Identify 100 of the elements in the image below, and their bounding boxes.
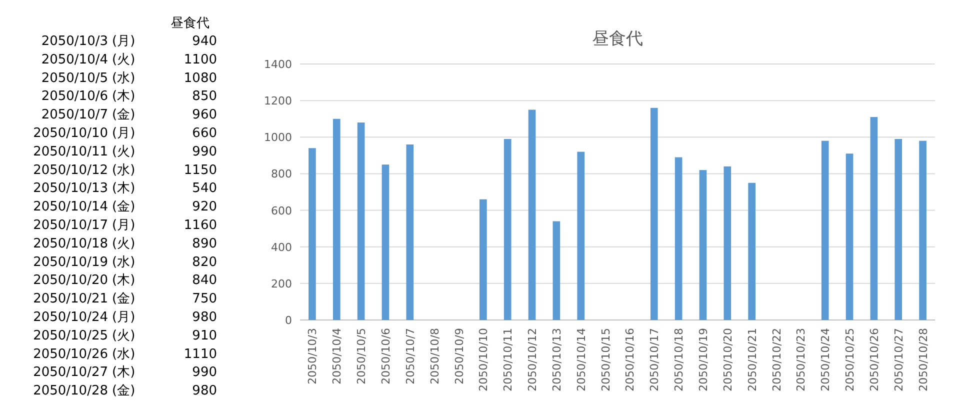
text: (火) <box>112 236 136 252</box>
x-tick-label: 2050/10/24 <box>819 328 832 392</box>
bar <box>357 122 365 320</box>
bar <box>870 117 878 320</box>
x-tick-label: 2050/10/11 <box>502 328 515 392</box>
text: (金) <box>112 108 136 123</box>
bar <box>552 221 560 320</box>
y-tick-label: 1200 <box>264 94 292 108</box>
bar <box>382 164 390 320</box>
y-tick-label: 400 <box>271 240 292 254</box>
bar <box>674 157 682 320</box>
x-tick-label: 2050/10/17 <box>648 328 662 392</box>
x-tick-label: 2050/10/14 <box>574 328 588 392</box>
text: (月) <box>112 310 136 325</box>
data-label: 1110 <box>184 346 217 362</box>
category-label: 2050/10/6 <box>41 89 108 104</box>
x-tick-label: 2050/10/27 <box>892 328 906 392</box>
x-tick-label: 2050/10/21 <box>746 328 759 392</box>
data-label: 1150 <box>184 162 217 178</box>
text: 昼食代 <box>170 16 210 31</box>
x-tick-label: 2050/10/5 <box>355 328 368 384</box>
bar <box>846 154 854 320</box>
data-label: 940 <box>192 34 217 49</box>
data-label: 1080 <box>184 70 217 86</box>
y-tick-label: 1400 <box>264 58 292 71</box>
x-tick-label: 2050/10/7 <box>404 328 417 384</box>
text: (木) <box>112 365 136 380</box>
category-label: 2050/10/5 <box>41 70 108 86</box>
text: (金) <box>112 200 136 215</box>
x-tick-label: 2050/10/4 <box>330 328 344 384</box>
y-tick-label: 600 <box>271 204 292 218</box>
y-tick-label: 1000 <box>264 131 292 144</box>
text: (金) <box>112 384 136 399</box>
text: (火) <box>112 328 136 344</box>
text: (水) <box>112 254 136 270</box>
text: (金) <box>112 292 136 307</box>
data-label: 980 <box>192 384 217 399</box>
data-label: 1100 <box>184 52 217 68</box>
bar <box>577 152 585 320</box>
category-label: 2050/10/13 <box>33 181 108 196</box>
category-label: 2050/10/17 <box>33 218 108 233</box>
x-tick-label: 2050/10/25 <box>844 328 857 392</box>
data-label: 990 <box>192 365 217 380</box>
category-label: 2050/10/11 <box>33 144 108 160</box>
data-label: 820 <box>192 254 217 270</box>
x-tick-label: 2050/10/26 <box>868 328 881 392</box>
bar <box>699 170 707 320</box>
data-label: 960 <box>192 108 217 123</box>
text: (月) <box>112 34 136 49</box>
data-label: 1160 <box>184 218 217 233</box>
category-label: 2050/10/12 <box>33 162 108 178</box>
data-label: 920 <box>192 200 217 215</box>
data-label: 540 <box>192 181 217 196</box>
text: (木) <box>112 273 136 288</box>
x-tick-label: 2050/10/19 <box>696 328 710 392</box>
category-label: 2050/10/14 <box>33 200 108 215</box>
data-label: 840 <box>192 273 217 288</box>
data-label: 890 <box>192 236 217 252</box>
bar <box>919 140 926 320</box>
x-tick-label: 2050/10/16 <box>624 328 637 392</box>
bar <box>528 110 536 320</box>
data-label: 990 <box>192 144 217 160</box>
x-tick-label: 2050/10/13 <box>550 328 564 392</box>
x-tick-label: 2050/10/22 <box>770 328 784 392</box>
y-tick-label: 0 <box>285 314 292 327</box>
data-label: 980 <box>192 310 217 325</box>
bar <box>406 144 414 320</box>
x-tick-label: 2050/10/28 <box>916 328 930 392</box>
x-tick-label: 2050/10/6 <box>379 328 392 384</box>
text: (水) <box>112 346 136 362</box>
text: (木) <box>112 89 136 104</box>
data-label: 750 <box>192 292 217 307</box>
category-label: 2050/10/20 <box>33 273 108 288</box>
category-label: 2050/10/3 <box>41 34 108 49</box>
category-label: 2050/10/24 <box>33 310 108 325</box>
text: (水) <box>112 162 136 178</box>
bar <box>308 148 316 320</box>
x-tick-label: 2050/10/18 <box>672 328 686 392</box>
category-label: 2050/10/19 <box>33 254 108 270</box>
bar <box>894 138 902 320</box>
y-tick-label: 800 <box>271 168 292 181</box>
x-tick-label: 2050/10/10 <box>477 328 490 392</box>
bar <box>504 138 512 320</box>
x-tick-label: 2050/10/15 <box>599 328 612 392</box>
y-tick-label: 200 <box>271 277 292 290</box>
text: (水) <box>112 70 136 86</box>
bar <box>650 108 658 320</box>
x-tick-label: 2050/10/3 <box>306 328 320 384</box>
category-label: 2050/10/7 <box>41 108 108 123</box>
data-label: 910 <box>192 328 217 344</box>
category-label: 2050/10/10 <box>33 126 108 141</box>
bar <box>480 199 487 320</box>
bar <box>332 118 340 320</box>
chart-title: 昼食代 <box>592 29 643 49</box>
x-tick-label: 2050/10/9 <box>452 328 466 384</box>
text: (木) <box>112 181 136 196</box>
text: (月) <box>112 126 136 141</box>
x-tick-label: 2050/10/8 <box>428 328 442 384</box>
category-label: 2050/10/21 <box>33 292 108 307</box>
bar <box>748 182 756 320</box>
